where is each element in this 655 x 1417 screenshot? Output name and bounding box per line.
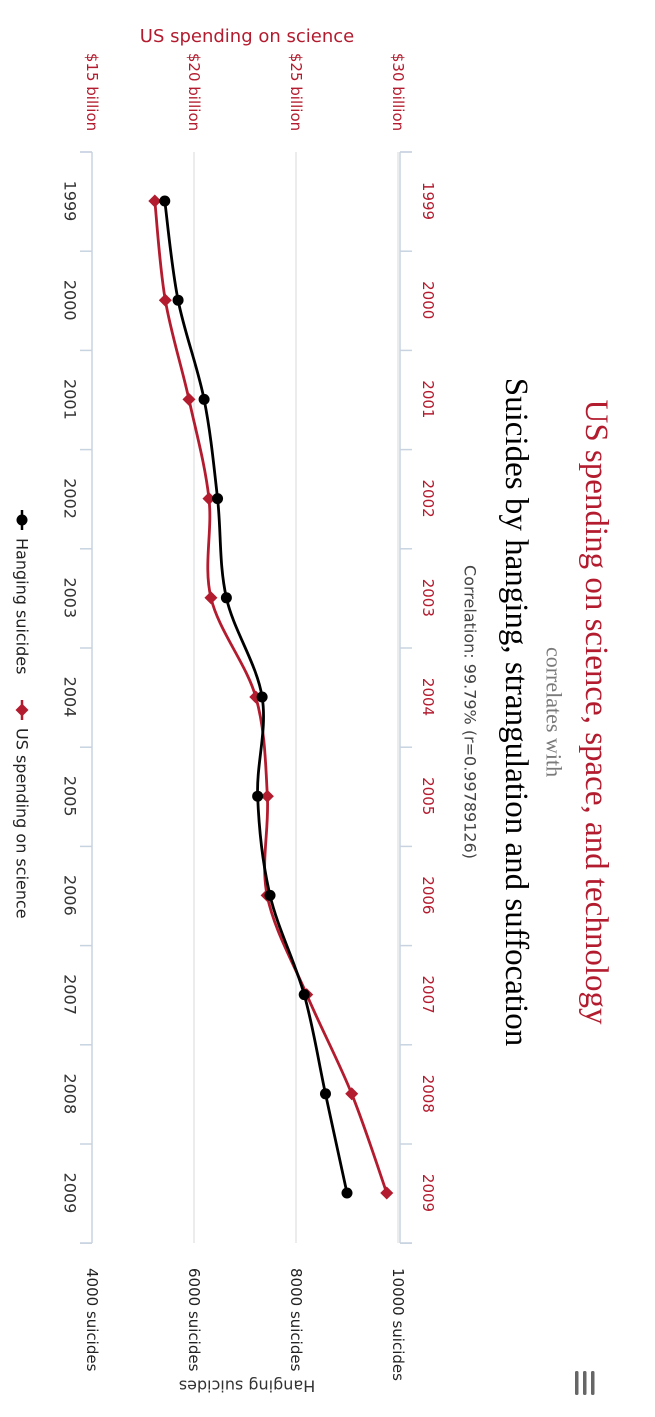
data-point-spending [202,492,216,506]
data-point-suicides [220,592,232,604]
tick-label-spending: $30 billion [389,53,407,131]
axes [80,151,412,1244]
tick-label-year: 2001 [61,379,80,420]
tick-label-year: 2005 [61,776,80,817]
tick-label-suicides: 4000 suicides [83,1268,101,1372]
tick-label-year: 2004 [61,677,80,718]
tick-label-year: 2000 [61,280,80,321]
data-point-suicides [212,493,224,505]
data-point-suicides [159,195,171,207]
tick-label-spending: $25 billion [287,53,305,131]
tick-label-year: 2002 [61,478,80,519]
tick-label-year: 2000 [419,281,437,319]
tick-label-year: 2008 [419,1075,437,1113]
tick-label-year: 2002 [419,480,437,518]
tick-label-year: 2003 [419,579,437,617]
data-point-suicides [319,1088,331,1100]
tick-label-year: 2008 [61,1073,80,1114]
data-point-suicides [256,691,268,703]
series-suicides [159,195,353,1199]
suicides-axis-labels: 4000 suicides 6000 suicides 8000 suicides 1… [83,1268,407,1396]
legend-label-suicides: Hanging suicides [13,538,32,674]
axis-title-suicides: Hanging suicides [179,1377,315,1396]
title-block: US spending on science, space, and techn… [461,378,615,1046]
hamburger-menu-icon[interactable] [575,1371,595,1395]
data-point-suicides [198,393,210,405]
spending-axis-labels: $15 billion $20 billion $25 billion $30 bil… [83,26,407,131]
data-point-suicides [341,1187,353,1199]
menu-bar [591,1371,595,1395]
data-point-suicides [252,790,264,802]
menu-bar [575,1371,579,1395]
legend: Hanging suicides US spending on science [13,510,32,919]
tick-label-year: 1999 [61,181,80,222]
series-spending [148,194,394,1200]
legend-item-spending[interactable]: US spending on science [13,700,32,919]
data-point-spending [345,1087,359,1101]
tick-label-spending: $20 billion [185,53,203,131]
grid [91,152,399,1243]
tick-label-year: 1999 [419,182,437,220]
chart-subtitle: Correlation: 99.79% (r=0.99789126) [461,565,480,859]
tick-label-year: 2005 [419,777,437,815]
data-point-spending [158,293,172,307]
legend-marker-suicides [16,514,28,526]
menu-bar [583,1371,587,1395]
tick-label-year: 2004 [419,678,437,716]
series-line-spending [153,200,389,1194]
tick-label-year: 2001 [419,380,437,418]
data-point-spending [148,194,162,208]
data-point-spending [182,392,196,406]
tick-label-year: 2007 [61,974,80,1015]
legend-label-spending: US spending on science [13,728,32,919]
legend-item-suicides[interactable]: Hanging suicides [13,510,32,674]
chart-title-line1: US spending on science, space, and techn… [578,399,614,1025]
axis-title-spending: US spending on science [140,26,354,47]
tick-label-suicides: 6000 suicides [185,1268,203,1372]
tick-label-year: 2006 [419,876,437,914]
data-point-spending [260,789,274,803]
data-point-suicides [172,294,184,306]
tick-label-spending: $15 billion [83,53,101,131]
tick-label-year: 2003 [61,577,80,618]
chart-title-line3: Suicides by hanging, strangulation and s… [498,378,534,1046]
tick-label-year: 2007 [419,976,437,1014]
tick-label-year: 2006 [61,875,80,916]
data-point-suicides [264,889,276,901]
data-point-spending [204,591,218,605]
tick-label-year: 2009 [419,1174,437,1212]
year-labels: 1999 1999 2000 2000 2001 2001 2002 2002 2003 2003… [61,181,438,1214]
data-point-spending [380,1186,394,1200]
data-point-suicides [298,989,310,1001]
chart-title-line2: correlates with [542,647,567,777]
tick-label-year: 2009 [61,1173,80,1214]
legend-marker-spending [15,703,29,717]
tick-label-suicides: 8000 suicides [287,1268,305,1372]
tick-label-suicides: 10000 suicides [389,1268,407,1381]
